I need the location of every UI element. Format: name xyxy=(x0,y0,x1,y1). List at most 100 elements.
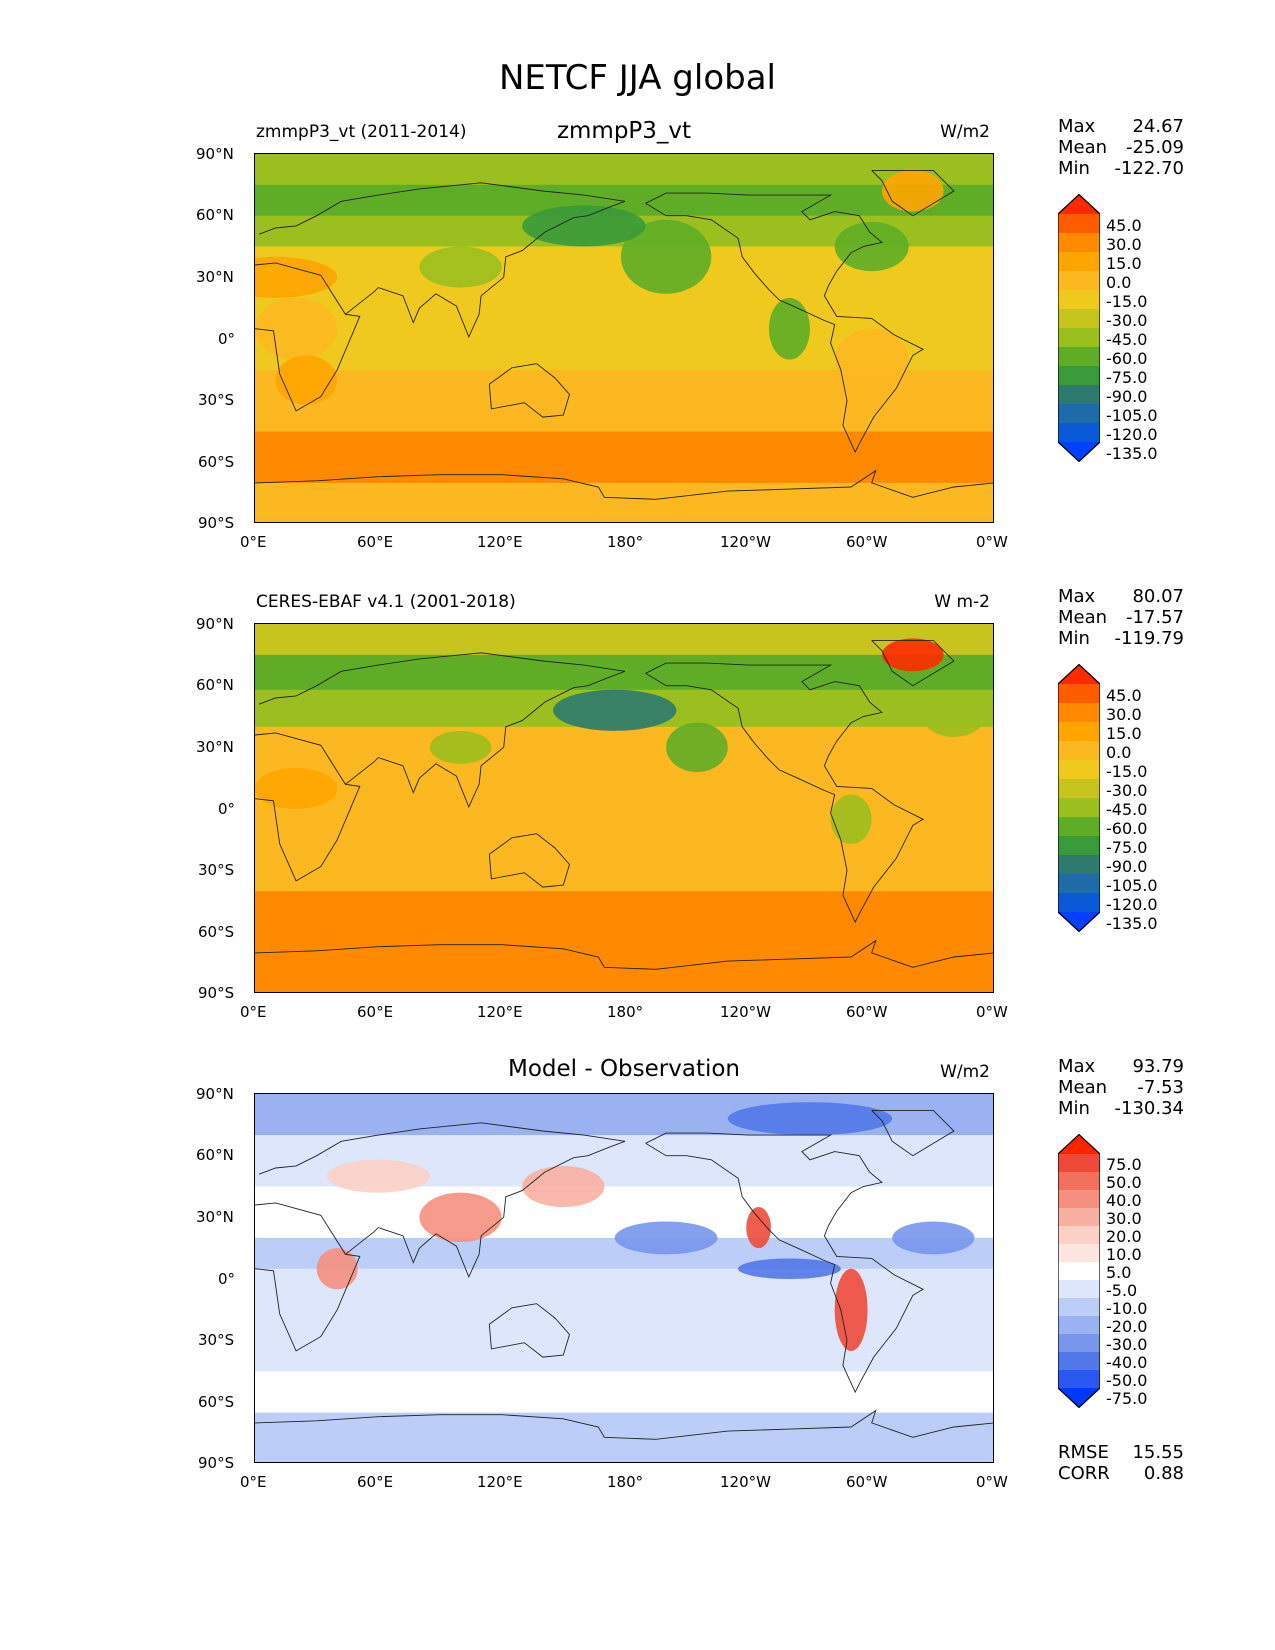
map-band xyxy=(255,1412,993,1462)
lon-tick: 0°E xyxy=(240,1003,267,1021)
lon-tick: 180° xyxy=(607,1473,644,1491)
colorbar-swatch xyxy=(1058,1208,1100,1227)
colorbar-label: 50.0 xyxy=(1106,1173,1142,1192)
map-band xyxy=(255,154,993,186)
map-anomaly xyxy=(316,1248,358,1290)
map-anomaly xyxy=(738,1258,841,1279)
stat-mean: Mean -25.09 xyxy=(1058,137,1184,158)
panel-units: W m-2 xyxy=(934,592,990,612)
map-anomaly xyxy=(255,767,338,809)
colorbar-label: -90.0 xyxy=(1106,387,1148,406)
coastline xyxy=(871,1109,955,1157)
panel-center-title: zmmpP3_vt xyxy=(556,118,692,144)
colorbar-swatch xyxy=(1058,1172,1100,1191)
map-anomaly xyxy=(834,328,909,391)
lon-tick: 120°E xyxy=(477,1473,523,1491)
metric-rmse: RMSE 15.55 xyxy=(1058,1442,1184,1463)
colorbar-swatch xyxy=(1058,1154,1100,1173)
map xyxy=(254,153,994,523)
colorbar-label: -10.0 xyxy=(1106,1299,1148,1318)
map-anomaly xyxy=(881,638,944,672)
figure-title: NETCF JJA global xyxy=(498,58,776,98)
colorbar-label: 15.0 xyxy=(1106,254,1142,273)
colorbar-label: 30.0 xyxy=(1106,235,1142,254)
map-anomaly xyxy=(419,1192,502,1242)
colorbar-label: 40.0 xyxy=(1106,1191,1142,1210)
lat-tick: 30°N xyxy=(196,268,234,286)
map-canvas xyxy=(255,624,993,992)
lon-tick: 0°E xyxy=(240,533,267,551)
colorbar-label: -30.0 xyxy=(1106,781,1148,800)
stat-min: Min -119.79 xyxy=(1058,628,1184,649)
lon-tick: 60°W xyxy=(846,1473,888,1491)
lon-tick: 120°W xyxy=(720,533,771,551)
coastline xyxy=(488,1303,571,1358)
panel-units: W/m2 xyxy=(940,122,990,142)
coastline xyxy=(255,1202,361,1352)
lat-tick: 60°S xyxy=(198,923,235,941)
colorbar-label: -45.0 xyxy=(1106,330,1148,349)
lon-tick: 60°E xyxy=(357,533,394,551)
colorbar-label: -75.0 xyxy=(1106,1389,1148,1408)
colorbar-label: -60.0 xyxy=(1106,349,1148,368)
colorbar-swatch xyxy=(1058,855,1100,875)
colorbar-label: 45.0 xyxy=(1106,686,1142,705)
map-band xyxy=(255,1268,993,1321)
colorbar-canvas xyxy=(1057,663,1101,933)
coastline xyxy=(645,1132,925,1394)
colorbar-swatch xyxy=(1058,1280,1100,1299)
lat-tick: 0° xyxy=(218,800,236,818)
colorbar-swatch xyxy=(1058,760,1100,780)
map-band xyxy=(255,624,993,656)
colorbar-label: -15.0 xyxy=(1106,292,1148,311)
stat-mean: Mean -17.57 xyxy=(1058,607,1184,628)
colorbar-label: -60.0 xyxy=(1106,819,1148,838)
colorbar-canvas xyxy=(1057,193,1101,463)
lat-tick: 30°S xyxy=(198,391,235,409)
lat-tick: 0° xyxy=(218,330,236,348)
map-anomaly xyxy=(746,1207,771,1249)
colorbar-label: 0.0 xyxy=(1106,273,1132,292)
stat-max: Max 93.79 xyxy=(1058,1056,1184,1077)
lon-tick: 120°E xyxy=(477,1003,523,1021)
colorbar-label: -105.0 xyxy=(1106,406,1158,425)
colorbar-swatch xyxy=(1058,1352,1100,1371)
colorbar-label: -20.0 xyxy=(1106,1317,1148,1336)
coastline xyxy=(345,670,626,809)
lat-tick: 90°S xyxy=(198,1454,235,1472)
colorbar-swatch xyxy=(1058,404,1100,424)
map-anomaly xyxy=(255,256,338,298)
colorbar-extend-min xyxy=(1058,1388,1100,1408)
lon-tick: 120°W xyxy=(720,1473,771,1491)
colorbar-label: 10.0 xyxy=(1106,1245,1142,1264)
colorbar-label: -75.0 xyxy=(1106,368,1148,387)
colorbar-swatch xyxy=(1058,798,1100,818)
colorbar-extend-max xyxy=(1058,1134,1100,1154)
panel-left-title: CERES-EBAF v4.1 (2001-2018) xyxy=(256,592,516,612)
colorbar-label: -120.0 xyxy=(1106,895,1158,914)
coastline xyxy=(255,939,993,970)
colorbar-swatch xyxy=(1058,423,1100,443)
lat-tick: 90°N xyxy=(196,145,234,163)
map-canvas xyxy=(255,154,993,522)
lat-tick: 0° xyxy=(218,1270,236,1288)
coastline xyxy=(871,639,955,687)
colorbar-swatch xyxy=(1058,309,1100,329)
colorbar-label: 15.0 xyxy=(1106,724,1142,743)
colorbar-label: -30.0 xyxy=(1106,311,1148,330)
colorbar-canvas xyxy=(1057,1133,1101,1409)
colorbar-swatch xyxy=(1058,385,1100,405)
map-anomaly xyxy=(666,722,728,772)
lat-tick: 90°N xyxy=(196,1085,234,1103)
map-anomaly xyxy=(881,170,944,212)
colorbar-swatch xyxy=(1058,1226,1100,1245)
lat-tick: 30°N xyxy=(196,1208,234,1226)
lon-tick: 0°W xyxy=(976,1003,1008,1021)
map-anomaly xyxy=(834,221,909,272)
colorbar-swatch xyxy=(1058,1316,1100,1335)
colorbar-swatch xyxy=(1058,874,1100,894)
lat-tick: 60°N xyxy=(196,1146,234,1164)
colorbar-extend-min xyxy=(1058,912,1100,932)
coastline xyxy=(255,262,361,412)
panel-center-title: Model - Observation xyxy=(507,1056,741,1082)
